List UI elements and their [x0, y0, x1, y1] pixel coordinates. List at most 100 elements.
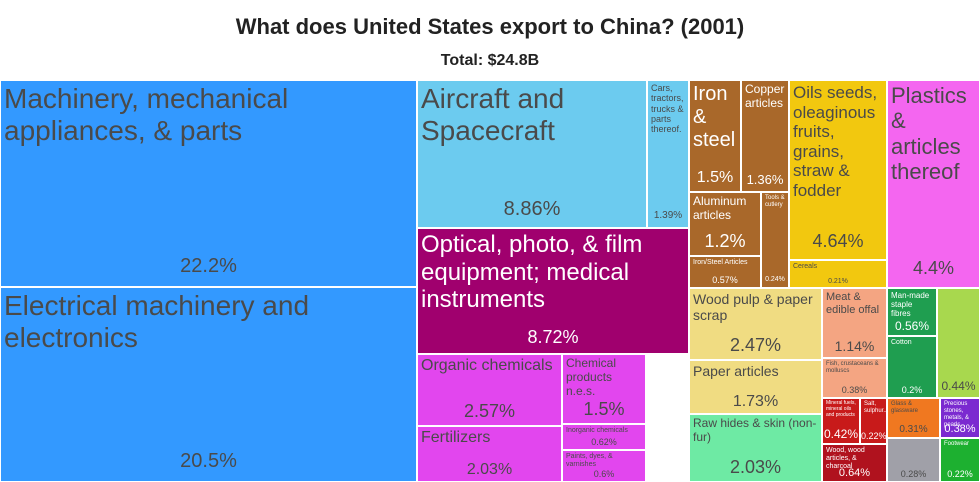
- cell-value-label: 20.5%: [180, 450, 237, 473]
- cell-label: Optical, photo, & film equipment; medica…: [421, 231, 643, 314]
- cell-value-label: 0.24%: [765, 276, 785, 284]
- cell-value-label: 0.6%: [593, 469, 615, 479]
- cell-label: Paints, dyes, & varnishes: [566, 453, 613, 469]
- treemap-cell: Cotton 0.2%: [887, 336, 937, 398]
- cell-label: Cotton: [891, 339, 912, 346]
- cell-label: Iron/Steel Articles: [693, 259, 748, 266]
- treemap-cell: Aluminum articles 1.2%: [689, 192, 761, 256]
- treemap-cell: Organic chemicals 2.57%: [417, 354, 562, 426]
- treemap-cell: Copper articles 1.36%: [741, 80, 789, 192]
- treemap-cell: Machinery, mechanical appliances, & part…: [0, 80, 417, 287]
- cell-value-label: 1.73%: [732, 392, 779, 410]
- cell-value-label: 1.14%: [834, 338, 875, 355]
- treemap-cell: 0.28%: [887, 438, 940, 482]
- cell-value-label: 2.03%: [466, 460, 513, 478]
- cell-label: Copper articles: [745, 82, 785, 110]
- treemap-cell: Electrical machinery and electronics 20.5…: [0, 287, 417, 482]
- cell-label: Tools & cutlery: [765, 195, 785, 208]
- treemap-cell: Fertilizers 2.03%: [417, 426, 562, 482]
- treemap-cell: Plastics & articles thereof 4.4%: [887, 80, 980, 288]
- treemap-cell: Footwear 0.22%: [940, 438, 980, 482]
- cell-value-label: 0.31%: [899, 424, 928, 435]
- treemap-cell: Meat & edible offal 1.14%: [822, 288, 887, 358]
- treemap-cell: Precious stones, metals, & pearls 0.38%: [940, 398, 980, 438]
- treemap-cell: Fish, crustaceans & molluscs 0.38%: [822, 358, 887, 398]
- cell-value-label: 0.28%: [900, 469, 927, 479]
- cell-label: Electrical machinery and electronics: [4, 290, 310, 354]
- cell-label: Iron & steel: [693, 83, 736, 151]
- cell-value-label: 4.4%: [912, 257, 955, 278]
- cell-value-label: 0.21%: [828, 278, 848, 285]
- cell-value-label: 2.03%: [729, 457, 782, 478]
- chart-title: What does United States export to China?…: [235, 14, 745, 39]
- cell-value-label: 0.44%: [941, 378, 976, 393]
- cell-value-label: 1.36%: [746, 171, 784, 187]
- cell-label: Fish, crustaceans & molluscs: [826, 361, 879, 374]
- treemap-cell: Man-made staple fibres 0.56%: [887, 288, 937, 336]
- cell-label: Aluminum articles: [693, 194, 747, 222]
- cell-label: Cereals: [793, 263, 818, 270]
- treemap-cell: 0.44%: [937, 288, 980, 398]
- cell-label: Glass & glassware: [891, 401, 919, 414]
- cell-label: Mineral fuels, mineral oils and products: [826, 400, 856, 418]
- chart-subtitle: Total: $24.8B: [440, 52, 540, 69]
- cell-label: Paper articles: [693, 363, 779, 379]
- cell-label: Machinery, mechanical appliances, & part…: [4, 83, 289, 147]
- cell-label: Aircraft and Spacecraft: [421, 83, 565, 147]
- treemap-cell: Tools & cutlery 0.24%: [761, 192, 789, 288]
- cell-value-label: 0.22%: [947, 469, 973, 479]
- treemap-cell: Salt, sulphur... 0.22%: [860, 398, 887, 444]
- cell-label: Wood, wood articles, & charcoal: [826, 447, 865, 471]
- cell-value-label: 4.64%: [812, 230, 864, 251]
- treemap-cell: Paper articles 1.73%: [689, 360, 822, 414]
- treemap-cell: Iron & steel 1.5%: [689, 80, 741, 192]
- treemap-cell: Mineral fuels, mineral oils and products…: [822, 398, 860, 444]
- cell-value-label: 1.2%: [704, 231, 746, 252]
- cell-value-label: 8.72%: [527, 326, 579, 347]
- treemap-cell: Paints, dyes, & varnishes 0.6%: [562, 450, 646, 482]
- cell-value-label: 0.64%: [838, 467, 871, 479]
- cell-label: Precious stones, metals, & pearls: [944, 401, 970, 428]
- cell-label: Man-made staple fibres: [891, 291, 930, 319]
- cell-value-label: 8.86%: [503, 198, 561, 221]
- treemap-cell: Glass & glassware 0.31%: [887, 398, 940, 438]
- treemap-cell: Iron/Steel Articles 0.57%: [689, 256, 761, 288]
- cell-label: Chemical products n.e.s.: [566, 356, 617, 398]
- treemap-cell: Wood pulp & paper scrap 2.47%: [689, 288, 822, 360]
- cell-value-label: 0.57%: [712, 275, 738, 285]
- cell-value-label: 1.5%: [696, 168, 734, 186]
- cell-label: Salt, sulphur...: [864, 401, 887, 414]
- treemap-cell: Aircraft and Spacecraft 8.86%: [417, 80, 647, 228]
- cell-label: Cars, tractors, trucks & parts thereof.: [651, 83, 684, 135]
- cell-label: Wood pulp & paper scrap: [693, 291, 813, 324]
- cell-label: Inorganic chemicals: [566, 427, 628, 434]
- cell-label: Fertilizers: [421, 429, 491, 446]
- cell-label: Oils seeds, oleaginous fruits, grains, s…: [793, 83, 878, 200]
- treemap-cell: Inorganic chemicals 0.62%: [562, 424, 646, 450]
- cell-value-label: 1.5%: [583, 399, 625, 420]
- cell-value-label: 0.38%: [841, 385, 868, 395]
- cell-value-label: 2.47%: [729, 335, 782, 356]
- treemap-cell: Optical, photo, & film equipment; medica…: [417, 228, 689, 354]
- treemap-cell: Cars, tractors, trucks & parts thereof. 1…: [647, 80, 689, 228]
- cell-value-label: 0.62%: [591, 437, 617, 447]
- cell-value-label: 0.42%: [823, 427, 859, 441]
- treemap-cell: Wood, wood articles, & charcoal 0.64%: [822, 444, 887, 482]
- cell-value-label: 22.2%: [180, 254, 237, 277]
- treemap-cell: Oils seeds, oleaginous fruits, grains, s…: [789, 80, 887, 260]
- cell-label: Meat & edible offal: [826, 291, 880, 316]
- treemap-cell: Raw hides & skin (non-fur) 2.03%: [689, 414, 822, 482]
- cell-value-label: 1.39%: [653, 210, 683, 222]
- cell-value-label: 0.22%: [861, 431, 887, 441]
- treemap-cell: Cereals 0.21%: [789, 260, 887, 288]
- cell-label: Organic chemicals: [421, 357, 553, 374]
- cell-label: Footwear: [944, 441, 970, 447]
- treemap-cell: Chemical products n.e.s. 1.5%: [562, 354, 646, 424]
- cell-value-label: 2.57%: [463, 401, 516, 422]
- cell-label: Raw hides & skin (non-fur): [693, 416, 817, 444]
- cell-label: Plastics & articles thereof: [891, 83, 967, 184]
- cell-value-label: 0.38%: [944, 423, 976, 435]
- cell-value-label: 0.56%: [894, 319, 930, 333]
